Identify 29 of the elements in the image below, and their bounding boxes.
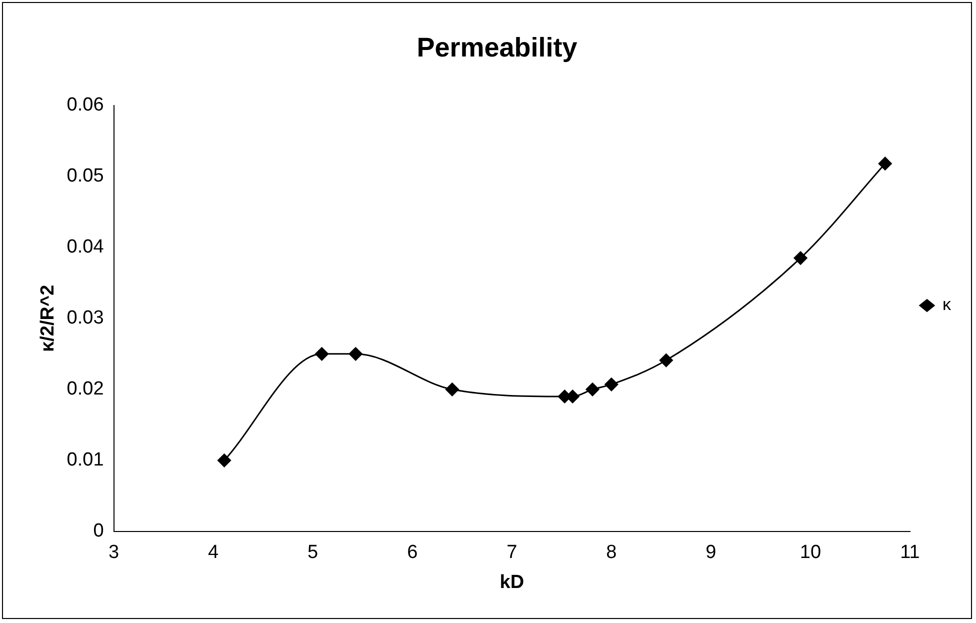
point — [659, 354, 673, 368]
x-tick-label: 7 — [506, 542, 518, 564]
x-tick-label: 4 — [208, 542, 220, 564]
point — [218, 454, 232, 468]
chart-title: Permeability — [416, 32, 578, 63]
point — [878, 156, 892, 170]
y-tick-label: 0.05 — [66, 166, 104, 187]
point — [794, 251, 808, 265]
x-axis-title: kD — [500, 572, 524, 593]
point — [604, 378, 618, 392]
x-tick-label: 9 — [706, 542, 716, 564]
point — [348, 347, 362, 361]
y-tick-label: 0.06 — [66, 94, 104, 116]
x-tick-label: 10 — [800, 542, 822, 564]
point — [445, 382, 459, 396]
y-tick-label: 0.03 — [66, 308, 104, 329]
x-tick-label: 3 — [108, 542, 120, 564]
y-tick-label: 0.02 — [66, 378, 104, 400]
y-tick-label: 0.04 — [66, 236, 104, 258]
y-axis-title: κ/2/R^2 — [38, 284, 59, 352]
point — [315, 347, 329, 361]
x-tick-label: 5 — [308, 542, 318, 564]
x-tick-label: 11 — [900, 542, 920, 564]
x-tick-label: 8 — [606, 542, 617, 564]
legend-label: κ — [942, 295, 952, 314]
point — [586, 382, 600, 396]
y-tick-label: 0.01 — [66, 450, 104, 471]
y-tick-label: 0 — [93, 520, 104, 542]
x-tick-label: 6 — [407, 542, 418, 564]
